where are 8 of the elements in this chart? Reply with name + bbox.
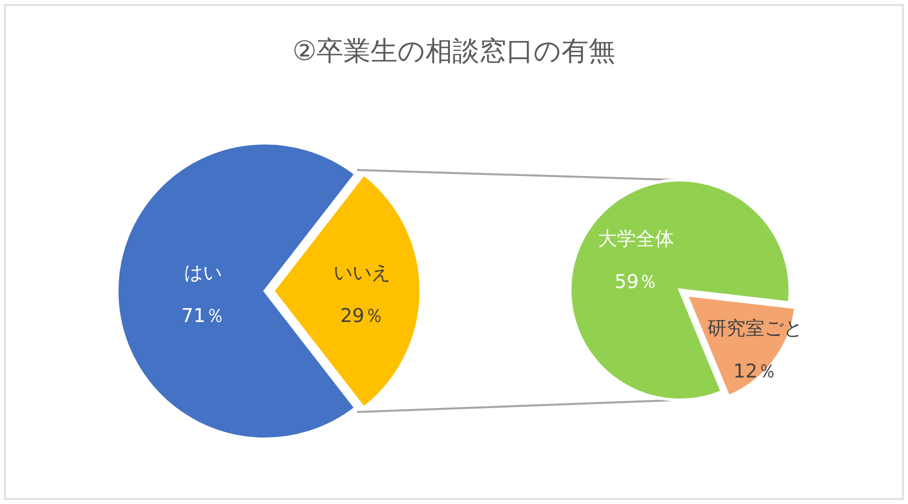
data-label: 71％	[181, 305, 224, 327]
data-label: 29％	[340, 305, 384, 327]
slice-label: いいえ	[333, 262, 390, 284]
data-label: 59％	[614, 270, 658, 293]
data-label: 12％	[733, 360, 776, 383]
slice-label: 大学全体	[598, 228, 674, 250]
chart-title: ②卒業生の相談窓口の有無	[292, 36, 616, 67]
slice-label: はい	[184, 262, 222, 284]
